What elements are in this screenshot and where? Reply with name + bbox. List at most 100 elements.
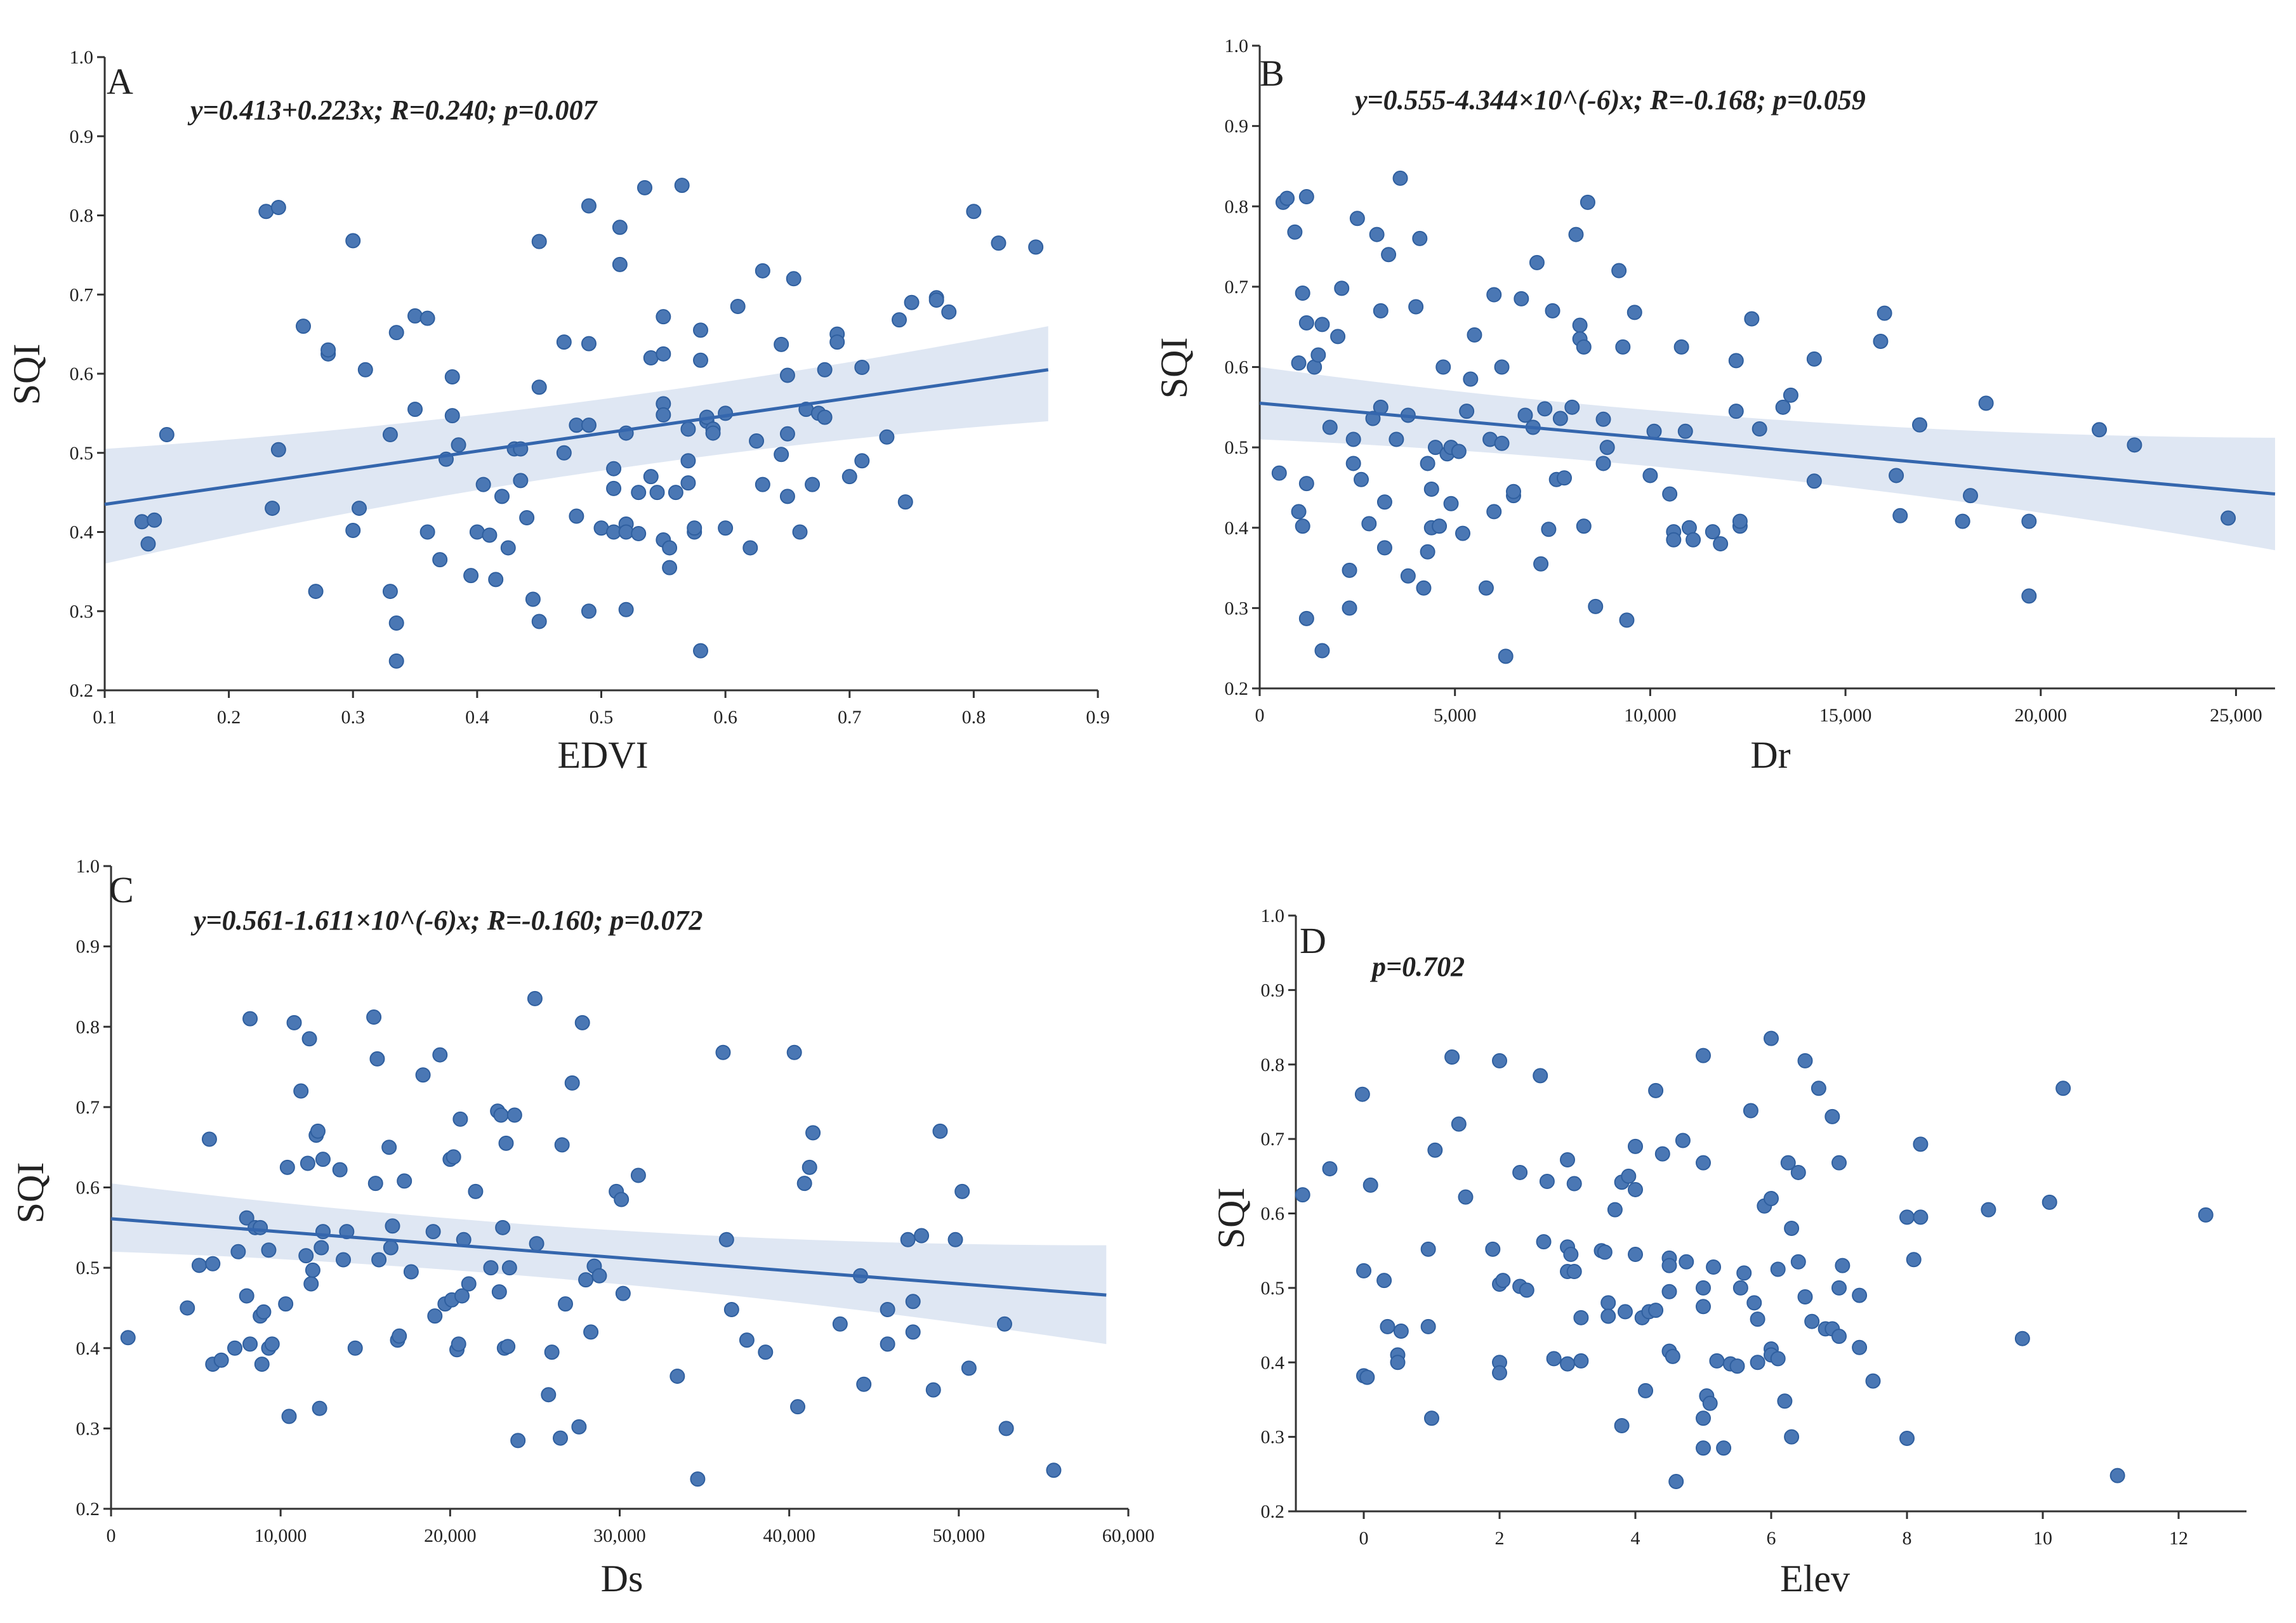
panel-b-data-point [1978, 395, 1994, 411]
panel-a-data-point [444, 369, 460, 384]
panel-a-data-point [687, 520, 703, 536]
panel-c-points [120, 990, 1062, 1487]
panel-d-letter: D [1300, 920, 1326, 961]
panel-b-ci-band [1260, 367, 2275, 551]
panel-c-data-point [932, 1123, 948, 1139]
panel-d-xtick-label: 12 [2169, 1528, 2188, 1549]
panel-b-data-point [1322, 419, 1338, 435]
panel-d-data-point [1560, 1152, 1575, 1167]
panel-c-data-point [468, 1183, 484, 1199]
panel-b-data-point [1330, 329, 1346, 345]
panel-c-data-point [483, 1260, 499, 1276]
panel-a-points [134, 178, 1044, 669]
panel-c-xtick-label: 0 [107, 1525, 116, 1546]
panel-c-data-point [500, 1339, 516, 1355]
panel-b-data-point [1588, 598, 1604, 614]
panel-a-data-point [612, 220, 628, 235]
panel-b-data-point [1541, 522, 1557, 537]
panel-a-data-point [581, 603, 597, 619]
panel-b-data-point [1392, 170, 1408, 186]
panel-a-data-point [1028, 239, 1044, 255]
panel-d-data-point [1597, 1244, 1613, 1260]
panel-d-data-point [1492, 1365, 1507, 1381]
panel-a-xtick-label: 0.6 [713, 707, 737, 728]
panel-c-data-point [880, 1336, 895, 1352]
panel-b-data-point [1686, 532, 1701, 548]
panel-b-data-point [1298, 189, 1314, 205]
panel-b-data-point [1775, 399, 1791, 415]
panel-a-xtick-label: 0.4 [465, 707, 489, 728]
panel-d-data-point [1696, 1299, 1711, 1315]
panel-c-data-point [256, 1304, 272, 1320]
panel-c-data-point [578, 1272, 594, 1288]
panel-d-points [1295, 1030, 2214, 1490]
panel-d-data-point [1913, 1209, 1929, 1225]
panel-d-data-point [1831, 1155, 1847, 1171]
panel-d-data-point [1865, 1373, 1881, 1389]
panel-a-data-point [668, 485, 683, 501]
panel-c-data-point [495, 1219, 511, 1235]
panel-a-data-point [674, 178, 690, 194]
panel-c-data-point [996, 1316, 1012, 1332]
panel-d-data-point [1797, 1053, 1813, 1068]
panel-a-data-point [774, 336, 789, 352]
panel-b-data-point [1806, 473, 1822, 489]
panel-b-data-point [1295, 286, 1310, 301]
panel-b-data-point [1873, 333, 1889, 349]
panel-b-data-point [1673, 339, 1689, 355]
panel-c-xtick-label: 60,000 [1102, 1525, 1155, 1546]
panel-a-ytick-label: 0.6 [70, 364, 94, 384]
panel-b-data-point [1478, 580, 1494, 596]
panel-a-ylabel: SQI [6, 344, 48, 405]
panel-c-ytick-label: 0.4 [76, 1338, 100, 1359]
panel-c-data-point [491, 1284, 507, 1300]
panel-a-data-point [320, 342, 336, 358]
panel-d-data-point [1654, 1146, 1670, 1162]
panel-d-xtick-label: 4 [1631, 1528, 1640, 1549]
panel-c-data-point [900, 1232, 916, 1247]
panel-a-data-point [419, 310, 435, 326]
panel-a-data-point [730, 298, 746, 314]
panel-d-data-point [1614, 1418, 1630, 1434]
panel-a-ytick-label: 0.3 [70, 601, 94, 622]
panel-d-data-point [1661, 1284, 1677, 1299]
panel-a-data-point [382, 584, 398, 600]
panel-c-letter: C [109, 869, 134, 910]
panel-c-data-point [527, 990, 543, 1006]
panel-b-data-point [1291, 504, 1307, 520]
panel-b-data-point [1599, 440, 1615, 456]
panel-a-data-point [475, 476, 491, 492]
panel-d-data-point [1628, 1181, 1643, 1197]
panel-b-data-point [1432, 518, 1448, 534]
panel-c-data-point [305, 1262, 320, 1278]
panel-a-data-point [407, 402, 423, 417]
panel-c-data-point [253, 1219, 268, 1235]
panel-d-data-point [2055, 1081, 2071, 1096]
panel-d-data-point [2042, 1194, 2057, 1210]
panel-c-data-point [201, 1131, 217, 1147]
panel-a-data-point [513, 473, 529, 489]
panel-d-data-point [1784, 1220, 1800, 1236]
panel-a-data-point [134, 514, 150, 530]
panel-b-data-point [1955, 513, 1970, 529]
panel-d-data-point [1679, 1254, 1694, 1270]
panel-a-data-point [649, 485, 665, 501]
panel-a-data-point [841, 469, 857, 485]
panel-b-data-point [1732, 513, 1748, 529]
panel-d-data-point [1600, 1308, 1616, 1324]
panel-c-data-point [313, 1240, 329, 1256]
panel-a-ytick-label: 1.0 [70, 47, 94, 68]
panel-a-ytick-label: 0.8 [70, 206, 94, 227]
panel-d-ytick-label: 0.6 [1261, 1204, 1285, 1225]
panel-c-data-point [670, 1369, 685, 1384]
panel-a-data-point [432, 552, 448, 568]
panel-d-data-point [1420, 1318, 1436, 1334]
panel-c-data-point [461, 1276, 477, 1292]
panel-d-data-point [1732, 1280, 1748, 1296]
panel-b-ytick-label: 0.7 [1225, 277, 1249, 298]
panel-c-data-point [758, 1344, 774, 1360]
panel-b-data-point [1420, 456, 1435, 471]
panel-a-data-point [680, 421, 696, 437]
panel-a-data-point [581, 336, 597, 352]
panel-b-data-point [1342, 600, 1357, 616]
